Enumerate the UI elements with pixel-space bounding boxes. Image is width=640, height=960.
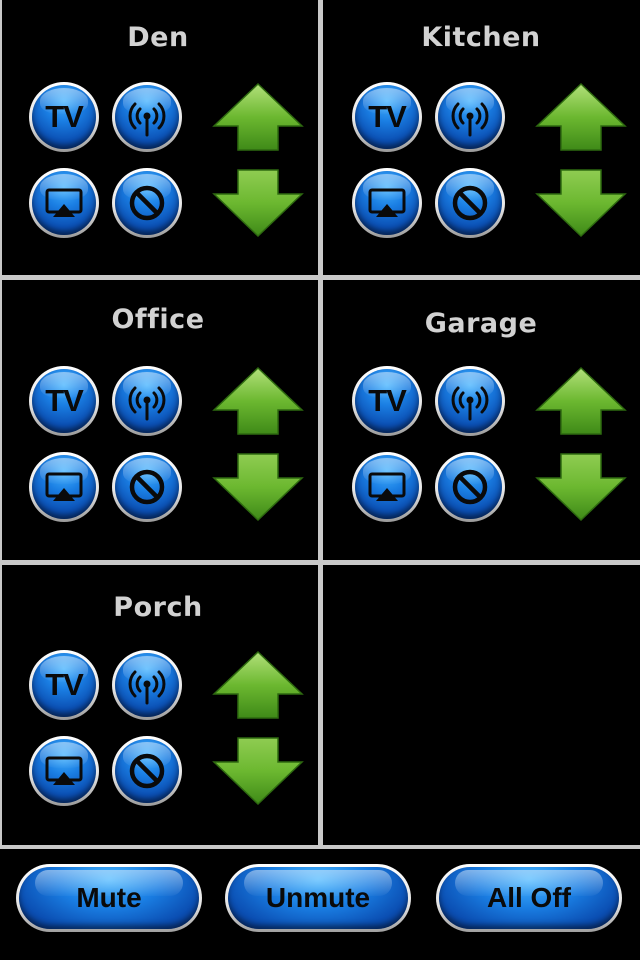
- tv-button[interactable]: TV: [29, 366, 99, 436]
- antenna-icon: [451, 386, 489, 421]
- antenna-icon: [128, 102, 166, 137]
- volume-down-arrow-icon[interactable]: [535, 168, 627, 238]
- power-off-button[interactable]: [112, 452, 182, 522]
- tv-label: TV: [368, 99, 407, 134]
- airplay-icon: [45, 756, 83, 785]
- volume-up-arrow-icon[interactable]: [535, 366, 627, 436]
- prohibited-icon: [452, 469, 488, 505]
- divider-horizontal: [0, 560, 640, 565]
- volume-down-arrow-icon[interactable]: [535, 452, 627, 522]
- tv-button[interactable]: TV: [29, 82, 99, 152]
- airplay-icon: [368, 188, 406, 217]
- power-off-button[interactable]: [435, 452, 505, 522]
- zone-office: Office TV: [0, 284, 316, 560]
- airplay-button[interactable]: [352, 168, 422, 238]
- zone-title: Garage: [424, 308, 538, 339]
- tv-button[interactable]: TV: [352, 366, 422, 436]
- zone-title: Kitchen: [421, 22, 541, 53]
- radio-button[interactable]: [112, 366, 182, 436]
- airplay-icon: [368, 472, 406, 501]
- airplay-icon: [45, 472, 83, 501]
- mute-label: Mute: [76, 882, 142, 913]
- tv-button[interactable]: TV: [352, 82, 422, 152]
- radio-button[interactable]: [112, 82, 182, 152]
- prohibited-icon: [129, 753, 165, 789]
- mute-button[interactable]: Mute: [16, 864, 202, 932]
- prohibited-icon: [129, 469, 165, 505]
- zone-garage: Garage TV: [323, 284, 639, 560]
- radio-button[interactable]: [435, 82, 505, 152]
- volume-up-arrow-icon[interactable]: [212, 366, 304, 436]
- power-off-button[interactable]: [112, 168, 182, 238]
- airplay-button[interactable]: [29, 736, 99, 806]
- zone-title: Office: [111, 304, 205, 335]
- divider-horizontal: [0, 275, 640, 280]
- tv-button[interactable]: TV: [29, 650, 99, 720]
- zone-den: Den TV: [0, 0, 316, 276]
- airplay-button[interactable]: [352, 452, 422, 522]
- all-off-button[interactable]: All Off: [436, 864, 622, 932]
- power-off-button[interactable]: [112, 736, 182, 806]
- volume-down-arrow-icon[interactable]: [212, 452, 304, 522]
- unmute-button[interactable]: Unmute: [225, 864, 411, 932]
- tv-label: TV: [45, 99, 84, 134]
- prohibited-icon: [129, 185, 165, 221]
- volume-down-arrow-icon[interactable]: [212, 736, 304, 806]
- antenna-icon: [128, 386, 166, 421]
- volume-up-arrow-icon[interactable]: [212, 650, 304, 720]
- radio-button[interactable]: [435, 366, 505, 436]
- tv-label: TV: [368, 383, 407, 418]
- tv-label: TV: [45, 667, 84, 702]
- all-off-label: All Off: [487, 882, 571, 913]
- volume-up-arrow-icon[interactable]: [212, 82, 304, 152]
- tv-label: TV: [45, 383, 84, 418]
- antenna-icon: [451, 102, 489, 137]
- airplay-icon: [45, 188, 83, 217]
- volume-up-arrow-icon[interactable]: [535, 82, 627, 152]
- zone-title: Den: [127, 22, 189, 53]
- antenna-icon: [128, 670, 166, 705]
- zone-kitchen: Kitchen TV: [323, 0, 639, 276]
- divider-left-edge: [0, 0, 2, 848]
- zone-porch: Porch TV: [0, 568, 316, 844]
- divider-horizontal: [0, 845, 640, 849]
- unmute-label: Unmute: [265, 882, 371, 913]
- prohibited-icon: [452, 185, 488, 221]
- power-off-button[interactable]: [435, 168, 505, 238]
- divider-vertical: [318, 0, 323, 848]
- airplay-button[interactable]: [29, 168, 99, 238]
- volume-down-arrow-icon[interactable]: [212, 168, 304, 238]
- zone-title: Porch: [113, 592, 203, 623]
- airplay-button[interactable]: [29, 452, 99, 522]
- radio-button[interactable]: [112, 650, 182, 720]
